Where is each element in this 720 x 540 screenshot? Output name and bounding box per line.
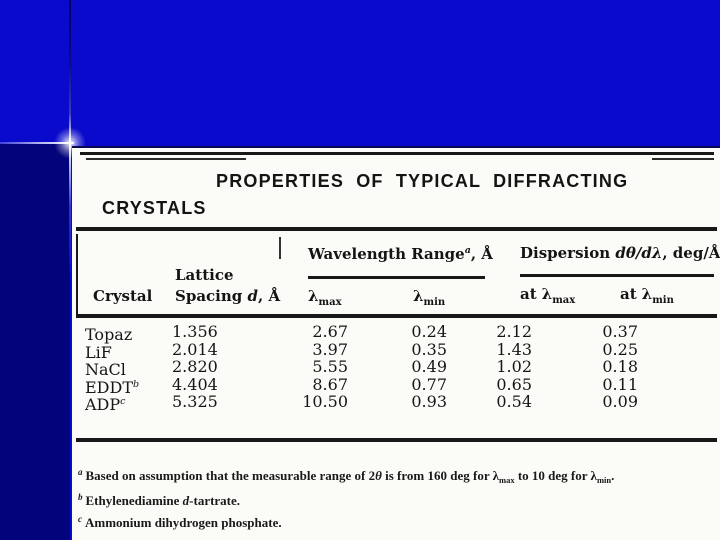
cell-lattice-spacing: 2.820 [172, 357, 218, 376]
cell-lambda-max: 3.97 [312, 339, 348, 359]
cell-dispersion-max: 1.43 [496, 339, 532, 359]
cell-lambda-max: 10.50 [302, 392, 348, 411]
footnote-a: a Based on assumption that the measurable… [78, 467, 615, 485]
cell-lambda-min: 0.93 [411, 392, 447, 411]
column-header-lattice-line2: Spacing d, Å [175, 287, 281, 305]
table-body: Topaz 1.356 2.67 0.24 2.12 0.37 LiF 2.01… [72, 322, 720, 414]
table-row: LiF 2.014 3.97 0.35 1.43 0.25 [72, 339, 720, 362]
table-row: NaCl 2.820 5.55 0.49 1.02 0.18 [72, 357, 720, 379]
cell-crystal: LiF [85, 342, 112, 362]
diffracting-crystals-table-image: PROPERTIES OF TYPICAL DIFFRACTING CRYSTA… [72, 146, 720, 540]
lower-left-navy-panel [0, 144, 70, 540]
cell-crystal: NaCl [85, 360, 126, 379]
cell-lambda-min: 0.35 [411, 339, 447, 359]
cell-lambda-max: 8.67 [312, 374, 348, 394]
cell-crystal: EDDTb [85, 377, 140, 397]
table-row: EDDTb 4.404 8.67 0.77 0.65 0.11 [72, 374, 720, 397]
cell-lattice-spacing: 5.325 [172, 392, 218, 411]
table-bottom-rule [76, 438, 717, 442]
cell-lambda-max: 2.67 [312, 322, 348, 341]
column-group-dispersion: Dispersion dθ/dλ, deg/Å [520, 244, 720, 262]
cell-dispersion-max: 0.54 [496, 392, 532, 411]
cell-lattice-spacing: 1.356 [172, 322, 218, 341]
cell-dispersion-max: 2.12 [496, 322, 532, 341]
scan-artifact-line [76, 234, 78, 318]
cell-dispersion-min: 0.09 [602, 392, 638, 411]
horizontal-accent-line [0, 142, 74, 144]
table-top-rule-fragment [86, 158, 246, 160]
wavelength-group-underline [308, 276, 485, 279]
cell-lattice-spacing: 4.404 [172, 374, 218, 394]
vertical-accent-line [69, 0, 71, 540]
footnote-b: b Ethylenediamine d-tartrate. [78, 492, 241, 508]
cell-lattice-spacing: 2.014 [172, 339, 218, 359]
cell-lambda-max: 5.55 [312, 357, 348, 376]
cell-crystal: ADPc [85, 395, 126, 414]
cell-dispersion-min: 0.37 [602, 322, 638, 341]
column-header-crystal: Crystal [93, 287, 153, 305]
column-group-wavelength-range: Wavelength Rangea, Å [308, 245, 493, 263]
cell-lambda-min: 0.77 [411, 374, 447, 394]
column-header-lambda-max: λmax [308, 287, 342, 308]
table-top-rule-fragment [652, 158, 714, 160]
table-header-top-rule [76, 227, 717, 231]
column-header-lambda-min: λmin [413, 287, 446, 308]
cell-dispersion-min: 0.11 [602, 374, 638, 394]
column-header-at-lambda-max: at λmax [520, 285, 576, 306]
column-header-at-lambda-min: at λmin [620, 285, 674, 306]
table-title-line1: PROPERTIES OF TYPICAL DIFFRACTING [216, 171, 629, 191]
table-title-line2: CRYSTALS [102, 198, 207, 218]
dispersion-group-underline [520, 274, 714, 277]
table-row: ADPc 5.325 10.50 0.93 0.54 0.09 [72, 392, 720, 414]
scan-artifact-mark [279, 237, 281, 259]
cell-crystal: Topaz [85, 325, 133, 344]
cell-dispersion-min: 0.18 [602, 357, 638, 376]
column-header-lattice-line1: Lattice [175, 266, 234, 284]
footnote-c: c Ammonium dihydrogen phosphate. [78, 514, 282, 530]
table-top-rule [80, 152, 714, 155]
cell-lambda-min: 0.49 [411, 357, 447, 376]
table-row: Topaz 1.356 2.67 0.24 2.12 0.37 [72, 322, 720, 344]
cell-dispersion-max: 1.02 [496, 357, 532, 376]
header-bottom-rule [76, 314, 717, 318]
cell-dispersion-min: 0.25 [602, 339, 638, 359]
cell-dispersion-max: 0.65 [496, 374, 532, 394]
cell-lambda-min: 0.24 [411, 322, 447, 341]
